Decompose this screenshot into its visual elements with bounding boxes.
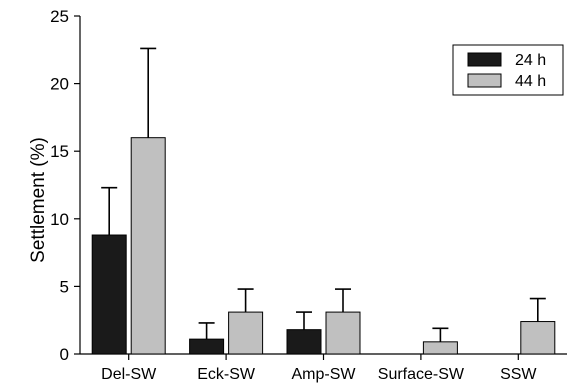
y-axis-label: Settlement (%) bbox=[28, 137, 49, 263]
bars bbox=[91, 47, 556, 355]
legend-swatch-24h bbox=[467, 52, 502, 67]
y-tick-label: 10 bbox=[50, 210, 69, 229]
y-tick-label: 5 bbox=[60, 277, 69, 296]
y-tick-label: 25 bbox=[50, 7, 69, 26]
x-tick-label: Eck-SW bbox=[197, 366, 256, 383]
x-tick-label: Amp-SW bbox=[292, 366, 357, 383]
labels: 0 5 10 15 20 25 Del-SW Eck-SW Amp-SW Surface-SW SS… bbox=[50, 7, 537, 383]
bar-44h-surface-sw bbox=[422, 341, 458, 355]
legend-swatch-44h bbox=[467, 73, 502, 88]
bar-24h-amp-sw bbox=[286, 329, 322, 355]
bar-44h-ssw bbox=[520, 321, 556, 355]
legend-label-24h: 24 h bbox=[515, 52, 546, 69]
x-tick-label: Surface-SW bbox=[378, 366, 465, 383]
x-tick-label: Del-SW bbox=[101, 366, 157, 383]
y-tick-label: 15 bbox=[50, 142, 69, 161]
bar-44h-amp-sw bbox=[325, 311, 361, 355]
bar-44h-del-sw bbox=[130, 137, 166, 355]
bar-24h-eck-sw bbox=[189, 338, 225, 355]
y-tick-label: 20 bbox=[50, 75, 69, 94]
legend: 24 h 44 h bbox=[452, 44, 564, 96]
bar-24h-del-sw bbox=[91, 234, 127, 355]
legend-label-44h: 44 h bbox=[515, 73, 546, 90]
x-tick-label: SSW bbox=[500, 366, 537, 383]
bar-44h-eck-sw bbox=[228, 311, 264, 355]
y-tick-label: 0 bbox=[60, 345, 69, 364]
